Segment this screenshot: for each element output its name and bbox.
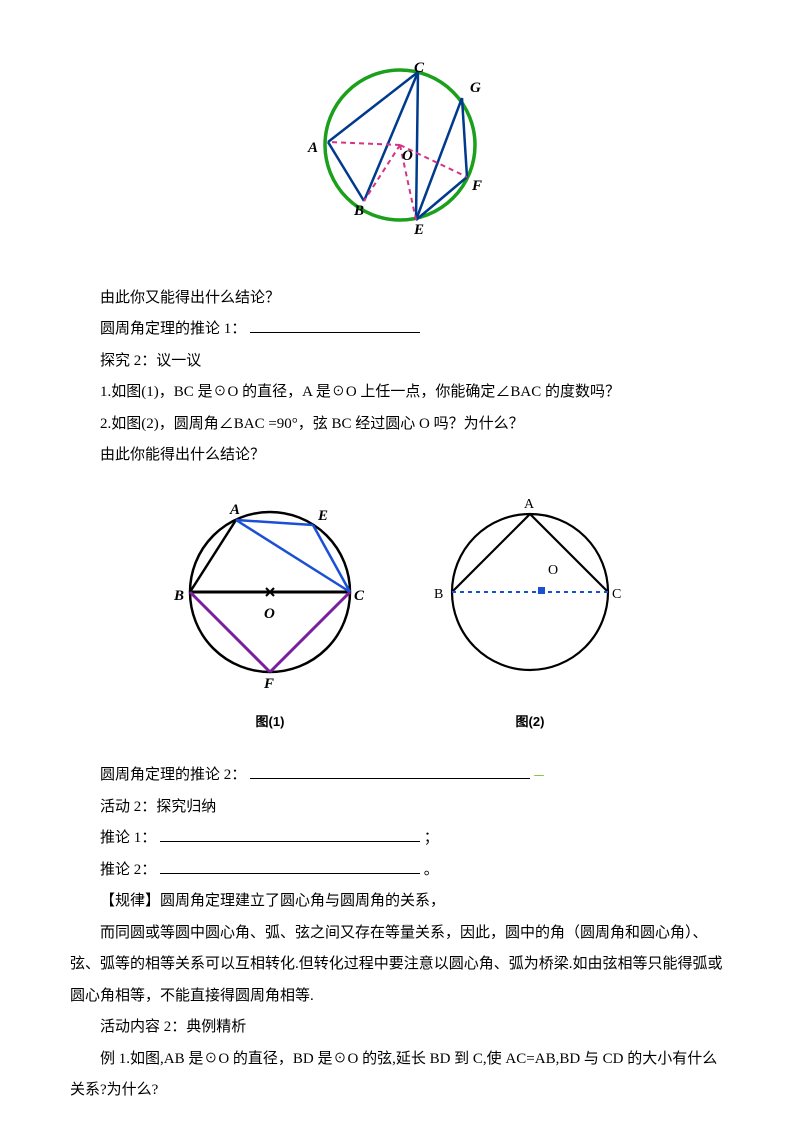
svg-text:A: A bbox=[524, 497, 535, 512]
svg-text:C: C bbox=[354, 588, 365, 604]
svg-text:E: E bbox=[317, 508, 328, 524]
figure-row: A B C E F O 图(1) A B C O 图(2) bbox=[70, 492, 730, 736]
figure-2-block: A B C E F O 图(1) bbox=[170, 492, 370, 736]
svg-text:O: O bbox=[548, 563, 558, 578]
figure-3-block: A B C O 图(2) bbox=[430, 492, 630, 736]
blank-tui2 bbox=[160, 858, 420, 874]
green-dash-icon bbox=[534, 775, 544, 776]
blank-tui1 bbox=[160, 826, 420, 842]
svg-text:C: C bbox=[414, 60, 425, 76]
tuilun2-label: 推论 2： bbox=[100, 862, 156, 878]
explore2-header: 探究 2：议一议 bbox=[70, 346, 730, 378]
semi: ； bbox=[424, 830, 439, 846]
svg-text:B: B bbox=[353, 203, 364, 219]
example-1: 例 1.如图,AB 是☉O 的直径，BD 是☉O 的弦,延长 BD 到 C,使 … bbox=[70, 1044, 730, 1107]
svg-text:A: A bbox=[229, 502, 240, 518]
svg-text:O: O bbox=[264, 606, 275, 622]
svg-text:B: B bbox=[434, 587, 443, 602]
item-2: 2.如图(2)，圆周角∠BAC =90°，弦 BC 经过圆心 O 吗？为什么？ bbox=[70, 409, 730, 441]
paragraph-a: 而同圆或等圆中圆心角、弧、弦之间又存在等量关系，因此，圆中的角（圆周角和圆心角）… bbox=[70, 918, 730, 1013]
svg-text:O: O bbox=[402, 148, 413, 164]
svg-text:E: E bbox=[413, 222, 424, 238]
rule-text: 圆周角定理建立了圆心角与圆周角的关系， bbox=[160, 893, 445, 909]
svg-text:F: F bbox=[263, 676, 274, 692]
activity-content2: 活动内容 2：典例精析 bbox=[70, 1012, 730, 1044]
theorem1-line: 圆周角定理的推论 1： bbox=[70, 314, 730, 346]
rule-line: 【规律】圆周角定理建立了圆心角与圆周角的关系， bbox=[70, 886, 730, 918]
blank-theorem1 bbox=[250, 317, 420, 333]
tuilun1-line: 推论 1： ； bbox=[70, 823, 730, 855]
caption-fig2: 图(2) bbox=[430, 708, 630, 735]
svg-text:A: A bbox=[307, 140, 318, 156]
svg-text:B: B bbox=[173, 588, 184, 604]
caption-fig1: 图(1) bbox=[170, 708, 370, 735]
theorem2-line: 圆周角定理的推论 2： bbox=[70, 760, 730, 792]
figure-1: A B C E F G O bbox=[70, 50, 730, 263]
svg-text:C: C bbox=[612, 587, 621, 602]
fig1-svg: A B C E F G O bbox=[300, 50, 500, 250]
item-1: 1.如图(1)，BC 是☉O 的直径，A 是☉O 上任一点，你能确定∠BAC 的… bbox=[70, 377, 730, 409]
activity2: 活动 2：探究归纳 bbox=[70, 792, 730, 824]
tuilun2-line: 推论 2： 。 bbox=[70, 855, 730, 887]
theorem1-label: 圆周角定理的推论 1： bbox=[100, 321, 246, 337]
theorem2-label: 圆周角定理的推论 2： bbox=[100, 767, 246, 783]
rule-label: 【规律】 bbox=[100, 893, 160, 909]
period: 。 bbox=[424, 862, 439, 878]
blank-theorem2 bbox=[250, 763, 530, 779]
fig2-svg: A B C E F O bbox=[170, 492, 370, 692]
question-1: 由此你能得出什么结论？ bbox=[70, 440, 730, 472]
question-prev: 由此你又能得出什么结论？ bbox=[70, 283, 730, 315]
tuilun1-label: 推论 1： bbox=[100, 830, 156, 846]
svg-text:G: G bbox=[470, 80, 481, 96]
fig3-svg: A B C O bbox=[430, 492, 630, 692]
svg-text:F: F bbox=[471, 178, 482, 194]
